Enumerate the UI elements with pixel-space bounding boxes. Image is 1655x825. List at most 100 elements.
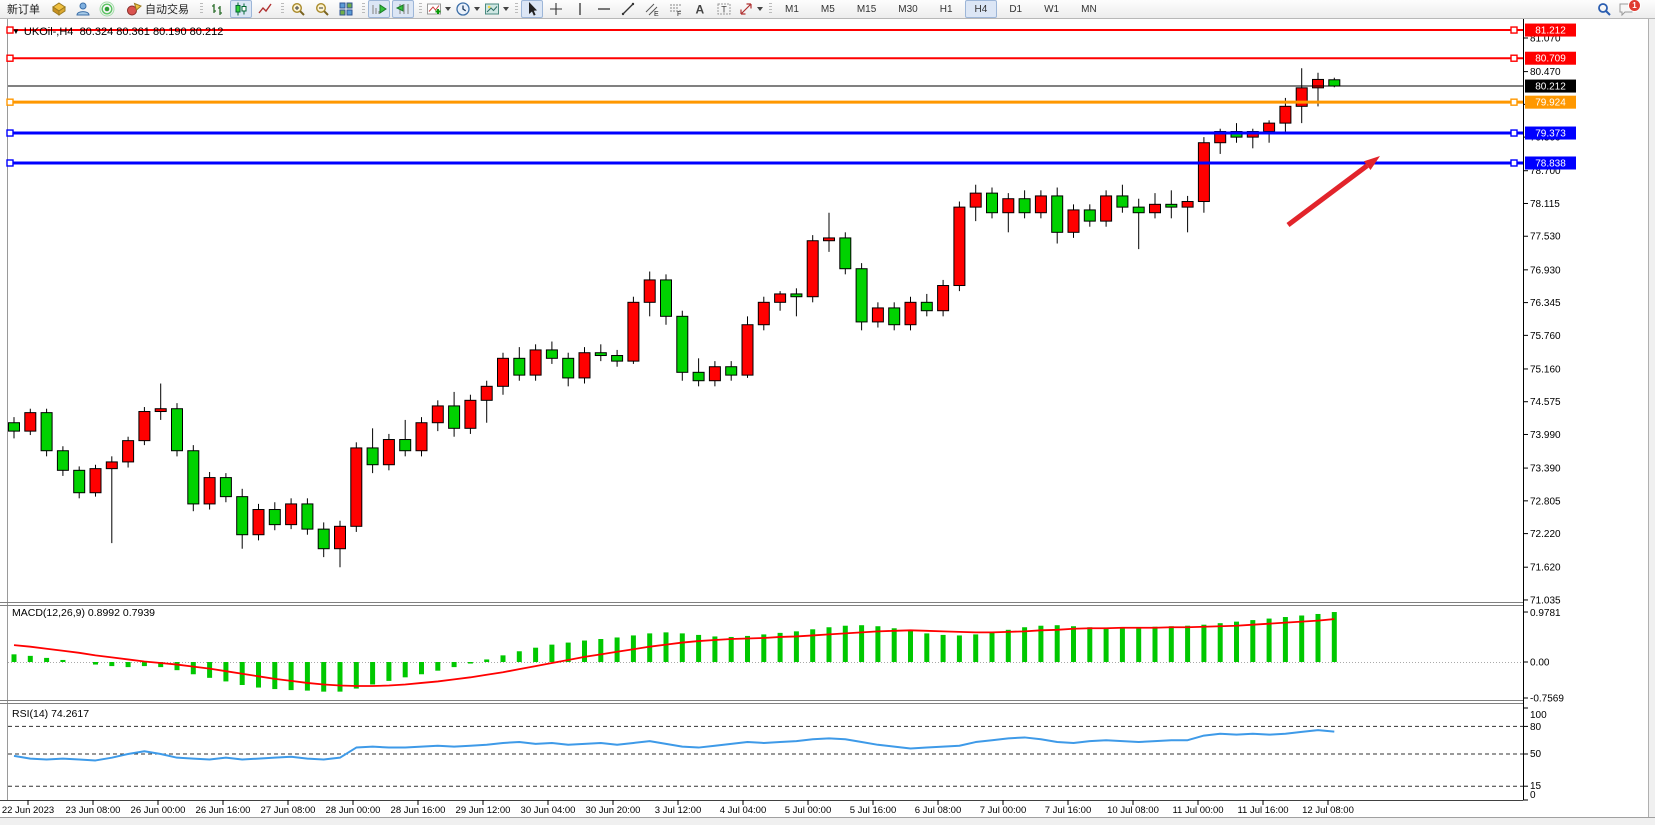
candle-body[interactable]: [448, 405, 461, 429]
bar-chart-button[interactable]: [206, 0, 228, 18]
dropdown-arrow-icon[interactable]: [445, 7, 451, 11]
candle-body[interactable]: [1181, 201, 1194, 208]
candle-body[interactable]: [382, 439, 395, 466]
chart-cube-icon[interactable]: [48, 0, 70, 18]
line-handle[interactable]: [1510, 98, 1518, 106]
candle-body[interactable]: [839, 237, 852, 270]
candle-body[interactable]: [138, 411, 151, 442]
candle-body[interactable]: [1214, 131, 1227, 144]
horizontal-line-button[interactable]: [593, 0, 615, 18]
candle-body[interactable]: [823, 237, 835, 242]
candle-body[interactable]: [154, 408, 167, 413]
arrow-annotation-head[interactable]: [1363, 156, 1380, 170]
candle-body[interactable]: [1328, 79, 1341, 87]
candle-body[interactable]: [660, 279, 672, 317]
candle-body[interactable]: [1034, 195, 1047, 214]
candle-body[interactable]: [871, 307, 884, 323]
candle-body[interactable]: [774, 293, 787, 303]
candle-body[interactable]: [415, 422, 428, 452]
tf-m15[interactable]: M15: [847, 0, 886, 18]
equidistant-channel-button[interactable]: E: [641, 0, 663, 18]
candle-body[interactable]: [464, 399, 477, 429]
candle-body[interactable]: [350, 447, 363, 527]
tf-h4[interactable]: H4: [964, 0, 998, 18]
candle-body[interactable]: [725, 366, 738, 376]
text-label-button[interactable]: T: [713, 0, 735, 18]
candle-body[interactable]: [480, 385, 493, 401]
candle-body[interactable]: [366, 447, 379, 466]
candle-body[interactable]: [937, 285, 950, 312]
line-handle[interactable]: [6, 26, 14, 34]
dropdown-arrow-icon[interactable]: [757, 7, 763, 11]
line-chart-button[interactable]: [254, 0, 276, 18]
dropdown-arrow-icon[interactable]: [474, 7, 480, 11]
candle-body[interactable]: [741, 324, 754, 376]
candle-body[interactable]: [953, 206, 966, 287]
candle-body[interactable]: [969, 192, 982, 208]
candle-body[interactable]: [122, 440, 135, 463]
candle-body[interactable]: [1018, 198, 1031, 214]
candle-body[interactable]: [1067, 209, 1080, 233]
dropdown-arrow-icon[interactable]: [503, 7, 509, 11]
candle-body[interactable]: [708, 366, 721, 382]
candle-body[interactable]: [8, 422, 20, 432]
candlestick-chart-button[interactable]: [230, 0, 252, 18]
candle-body[interactable]: [643, 279, 656, 303]
candle-body[interactable]: [40, 412, 53, 452]
candle-body[interactable]: [236, 496, 249, 536]
templates-button[interactable]: [483, 0, 510, 18]
periods-button[interactable]: [454, 0, 481, 18]
line-handle[interactable]: [6, 98, 14, 106]
line-handle[interactable]: [1510, 54, 1518, 62]
symbol-dropdown-icon[interactable]: ▼: [12, 27, 20, 36]
candle-body[interactable]: [56, 450, 69, 471]
candle-body[interactable]: [676, 315, 689, 373]
candle-body[interactable]: [203, 477, 216, 505]
candle-body[interactable]: [105, 461, 118, 470]
arrow-annotation-shaft[interactable]: [1286, 163, 1369, 227]
candle-body[interactable]: [1100, 195, 1113, 222]
chart-shift-button[interactable]: [392, 0, 414, 18]
candle-body[interactable]: [1312, 78, 1324, 89]
candle-body[interactable]: [89, 468, 102, 494]
candle-body[interactable]: [431, 405, 444, 424]
candle-body[interactable]: [920, 301, 933, 312]
candle-body[interactable]: [268, 509, 281, 526]
text-button[interactable]: A: [689, 0, 711, 18]
candle-body[interactable]: [986, 192, 998, 214]
cursor-button[interactable]: [521, 0, 543, 18]
tile-windows-button[interactable]: [335, 0, 357, 18]
tf-w1[interactable]: W1: [1034, 0, 1069, 18]
candle-body[interactable]: [399, 439, 412, 452]
notifications-button[interactable]: 1: [1617, 0, 1648, 18]
trendline-button[interactable]: [617, 0, 639, 18]
candle-body[interactable]: [545, 349, 558, 359]
market-watch-icon[interactable]: [72, 0, 94, 18]
candle-body[interactable]: [757, 301, 770, 326]
candle-body[interactable]: [1263, 122, 1276, 133]
autotrading-button[interactable]: 自动交易: [120, 0, 195, 18]
candle-body[interactable]: [285, 503, 298, 526]
tf-m5[interactable]: M5: [811, 0, 845, 18]
auto-scroll-button[interactable]: [368, 0, 390, 18]
line-handle[interactable]: [6, 159, 14, 167]
candle-body[interactable]: [904, 301, 917, 326]
candle-body[interactable]: [513, 357, 526, 376]
signals-icon[interactable]: [96, 0, 118, 18]
line-handle[interactable]: [6, 54, 14, 62]
search-button[interactable]: [1593, 0, 1615, 18]
candle-body[interactable]: [790, 293, 803, 298]
candle-body[interactable]: [627, 301, 640, 362]
candle-body[interactable]: [1295, 87, 1308, 107]
line-handle[interactable]: [1510, 129, 1518, 137]
line-handle[interactable]: [1510, 159, 1518, 167]
candle-body[interactable]: [1132, 206, 1145, 214]
candle-body[interactable]: [1165, 203, 1178, 208]
candle-body[interactable]: [317, 528, 330, 550]
zoom-out-button[interactable]: [311, 0, 333, 18]
tf-m30[interactable]: M30: [888, 0, 927, 18]
crosshair-button[interactable]: [545, 0, 567, 18]
candle-body[interactable]: [578, 352, 591, 379]
candle-body[interactable]: [611, 355, 624, 362]
